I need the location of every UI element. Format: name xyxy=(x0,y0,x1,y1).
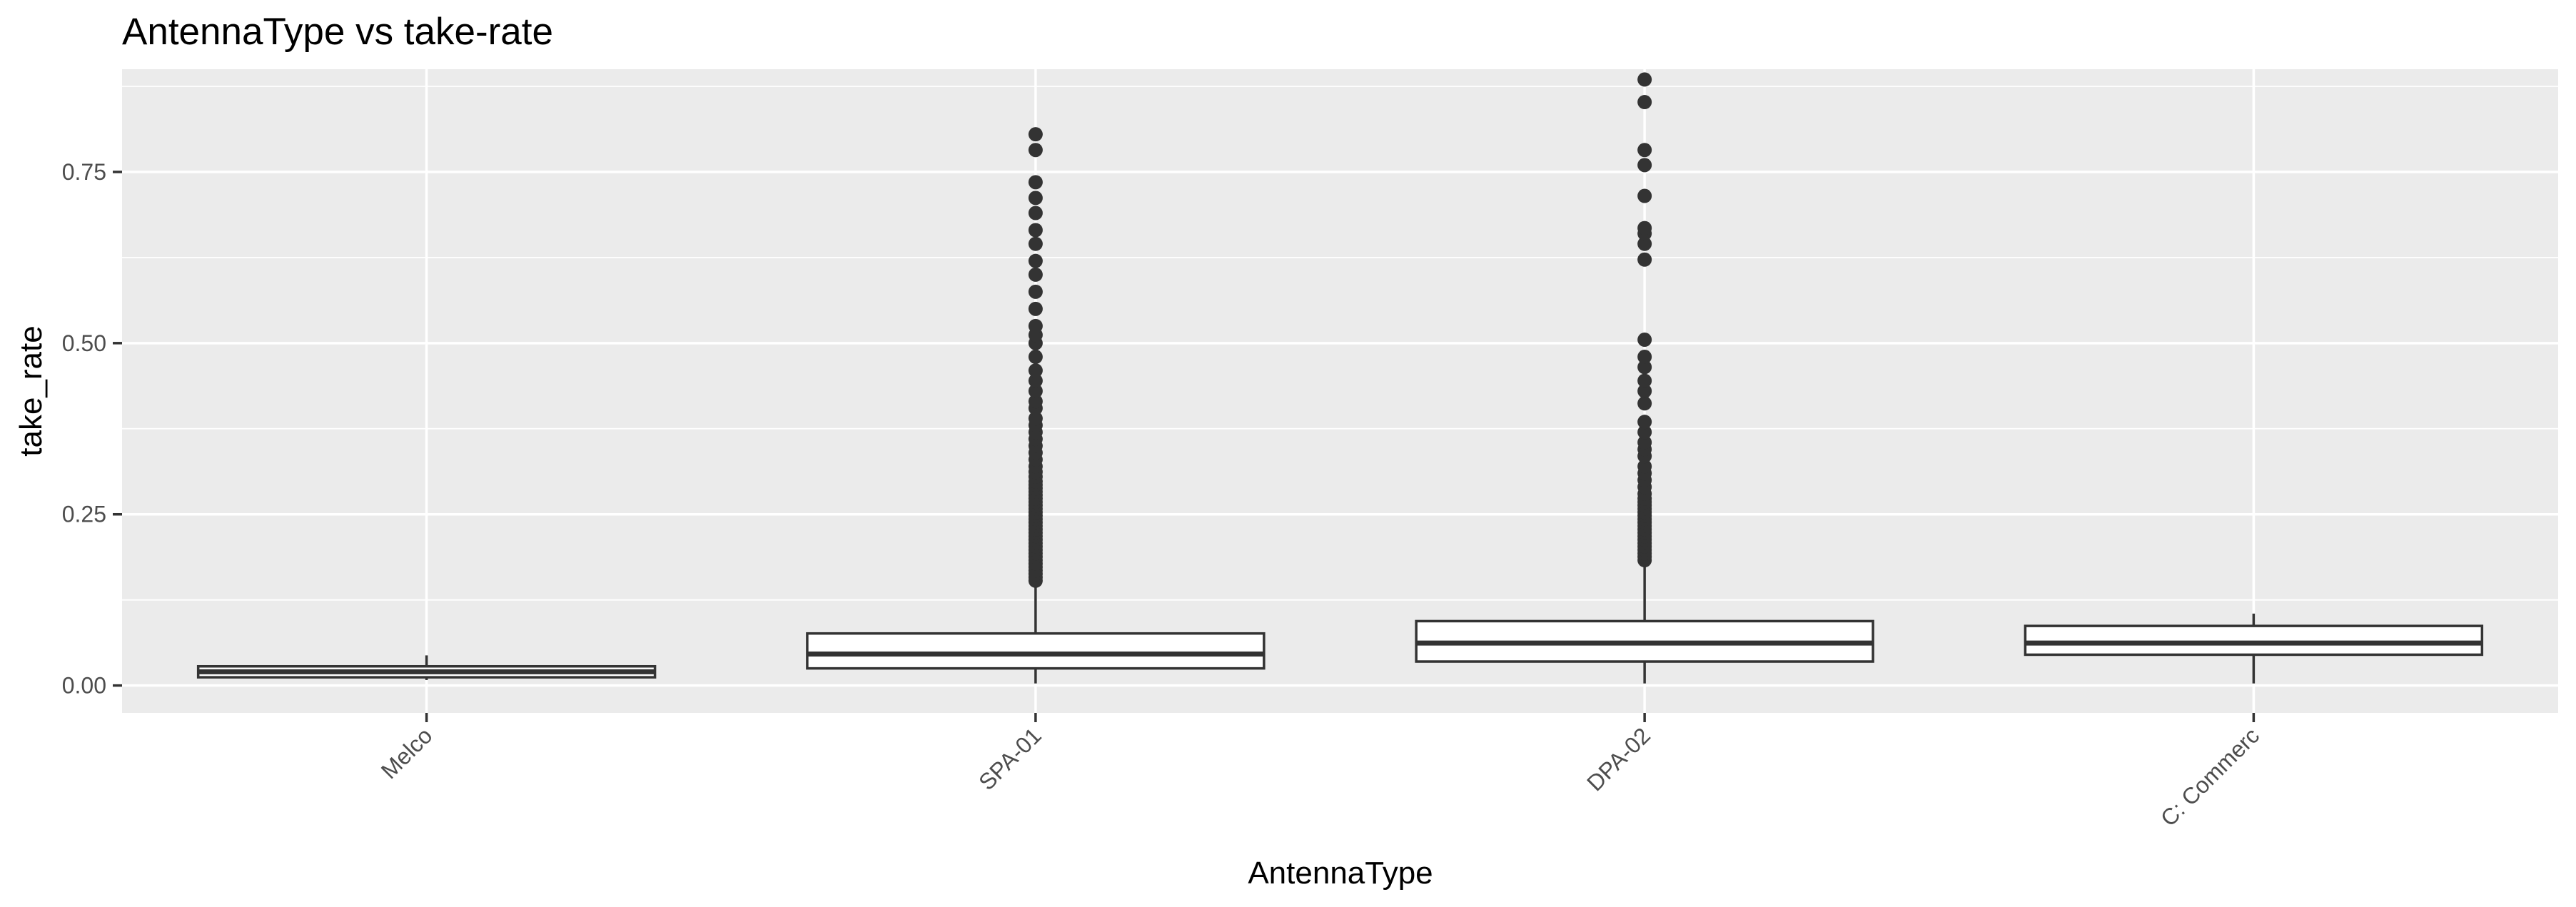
y-axis-title: take_rate xyxy=(14,325,49,456)
outlier-point xyxy=(1637,333,1652,348)
box-group-c-commerc xyxy=(2024,613,2484,684)
box-group-melco xyxy=(196,655,657,680)
y-tick-label: 0.50 xyxy=(62,330,106,356)
outlier-point xyxy=(1637,384,1652,398)
outlier-point xyxy=(1028,411,1043,426)
iqr-box xyxy=(2024,624,2484,657)
outlier-point xyxy=(1028,350,1043,365)
iqr-box xyxy=(806,632,1266,670)
y-tick-label: 0.75 xyxy=(62,159,106,185)
x-tick-label: DPA-02 xyxy=(1582,722,1655,796)
outlier-point xyxy=(1028,284,1043,299)
gridlines xyxy=(122,69,2558,713)
outlier-point xyxy=(1637,72,1652,87)
outlier-point xyxy=(1637,252,1652,267)
outlier-point xyxy=(1637,158,1652,173)
outlier-point xyxy=(1028,384,1043,398)
outlier-point xyxy=(1637,415,1652,430)
outlier-point xyxy=(1637,459,1652,474)
outlier-point xyxy=(1637,221,1652,235)
x-axis-title: AntennaType xyxy=(1248,856,1433,891)
outlier-point xyxy=(1028,394,1043,409)
outlier-point xyxy=(1028,223,1043,238)
outlier-point xyxy=(1637,188,1652,203)
plot-panel xyxy=(122,69,2558,713)
x-tick-label: SPA-01 xyxy=(974,722,1046,795)
boxes-layer xyxy=(196,72,2484,684)
outlier-point xyxy=(1028,127,1043,142)
outlier-point xyxy=(1637,95,1652,110)
outlier-point xyxy=(1028,318,1043,333)
box-group-dpa-02 xyxy=(1415,72,1874,684)
outlier-point xyxy=(1637,425,1652,440)
outlier-point xyxy=(1028,143,1043,158)
outlier-point xyxy=(1637,435,1652,450)
outlier-point xyxy=(1637,396,1652,411)
outlier-point xyxy=(1637,350,1652,365)
chart-title: AntennaType vs take-rate xyxy=(122,11,553,53)
outlier-point xyxy=(1028,301,1043,316)
x-tick-label: Melco xyxy=(376,722,438,784)
outlier-point xyxy=(1028,206,1043,221)
outlier-point xyxy=(1028,363,1043,378)
outlier-point xyxy=(1637,143,1652,158)
box-group-spa-01 xyxy=(806,127,1266,684)
outlier-point xyxy=(1028,191,1043,206)
outlier-point xyxy=(1637,373,1652,388)
x-tick-label: C: Commerc xyxy=(2156,722,2264,831)
outlier-point xyxy=(1028,373,1043,388)
y-tick-label: 0.00 xyxy=(62,673,106,699)
outlier-point xyxy=(1028,253,1043,268)
outlier-point xyxy=(1637,360,1652,375)
outlier-point xyxy=(1028,236,1043,251)
outlier-point xyxy=(1028,267,1043,282)
outlier-point xyxy=(1028,175,1043,190)
y-tick-label: 0.25 xyxy=(62,502,106,527)
outlier-point xyxy=(1637,236,1652,251)
